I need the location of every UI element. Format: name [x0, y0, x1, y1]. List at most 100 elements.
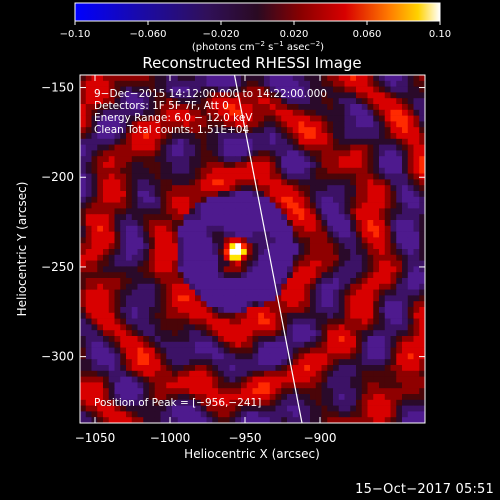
heatmap-cell: [183, 179, 190, 186]
heatmap-cell: [419, 138, 425, 145]
heatmap-cell: [264, 272, 271, 279]
colorbar-tick-labels: −0.10 −0.060 −0.020 0.020 0.060 0.10: [60, 29, 451, 40]
heatmap-cell: [384, 283, 391, 290]
heatmap-cell: [108, 208, 115, 215]
heatmap-cell: [321, 266, 328, 273]
heatmap-cell: [183, 156, 190, 163]
heatmap-cell: [269, 98, 276, 105]
heatmap-cell: [390, 109, 397, 116]
heatmap-cell: [218, 370, 225, 377]
heatmap-cell: [315, 295, 322, 302]
heatmap-cell: [396, 92, 403, 99]
heatmap-cell: [189, 121, 196, 128]
heatmap-cell: [229, 144, 236, 151]
heatmap-cell: [344, 138, 351, 145]
heatmap-cell: [120, 411, 127, 418]
heatmap-cell: [275, 336, 282, 343]
heatmap-cell: [235, 324, 242, 331]
heatmap-cell: [183, 162, 190, 169]
heatmap-cell: [402, 138, 409, 145]
heatmap-cell: [166, 376, 173, 383]
heatmap-cell: [350, 179, 357, 186]
heatmap-cell: [206, 133, 213, 140]
heatmap-cell: [298, 104, 305, 111]
heatmap-cell: [310, 243, 317, 250]
heatmap-cell: [172, 307, 179, 314]
heatmap-cell: [264, 225, 271, 232]
heatmap-cell: [143, 225, 150, 232]
heatmap-cell: [97, 80, 104, 87]
heatmap-cell: [80, 260, 87, 267]
heatmap-cell: [350, 394, 357, 401]
heatmap-cell: [126, 365, 133, 372]
heatmap-cell: [390, 301, 397, 308]
heatmap-cell: [344, 127, 351, 134]
heatmap-cell: [149, 382, 156, 389]
solar-limb-line: [233, 75, 303, 423]
heatmap-cell: [287, 307, 294, 314]
heatmap-cell: [361, 75, 368, 82]
heatmap-cell: [396, 225, 403, 232]
heatmap-cell: [304, 185, 311, 192]
heatmap-cell: [258, 162, 265, 169]
heatmap-cell: [241, 92, 248, 99]
heatmap-cell: [396, 144, 403, 151]
heatmap-cell: [275, 388, 282, 395]
heatmap-cell: [177, 254, 184, 261]
heatmap-cell: [114, 202, 121, 209]
heatmap-cell: [264, 266, 271, 273]
heatmap-cell: [396, 312, 403, 319]
heatmap-cell: [350, 341, 357, 348]
heatmap-cell: [287, 336, 294, 343]
heatmap-cell: [166, 283, 173, 290]
heatmap-cell: [264, 388, 271, 395]
heatmap-cell: [200, 121, 207, 128]
colorbar-tick-label: −0.10: [60, 29, 91, 40]
heatmap-cell: [327, 220, 334, 227]
heatmap-cell: [246, 127, 253, 134]
heatmap-cell: [137, 405, 144, 412]
heatmap-cell: [91, 162, 98, 169]
heatmap-cell: [327, 133, 334, 140]
heatmap-cell: [172, 417, 179, 423]
heatmap-cell: [183, 237, 190, 244]
heatmap-cell: [160, 411, 167, 418]
heatmap-cell: [379, 307, 386, 314]
heatmap-cell: [350, 312, 357, 319]
heatmap-cell: [252, 75, 259, 82]
heatmap-cell: [189, 162, 196, 169]
heatmap-cell: [177, 162, 184, 169]
heatmap-cell: [298, 399, 305, 406]
heatmap-cell: [298, 144, 305, 151]
heatmap-cell: [114, 104, 121, 111]
heatmap-cell: [143, 92, 150, 99]
heatmap-cell: [292, 249, 299, 256]
heatmap-cell: [373, 417, 380, 423]
heatmap-cell: [258, 92, 265, 99]
heatmap-cell: [413, 341, 420, 348]
heatmap-cell: [223, 185, 230, 192]
heatmap-cell: [264, 341, 271, 348]
heatmap-cell: [419, 347, 425, 354]
heatmap-cell: [379, 283, 386, 290]
heatmap-cell: [402, 231, 409, 238]
heatmap-cell: [356, 359, 363, 366]
heatmap-cell: [172, 278, 179, 285]
heatmap-cell: [149, 307, 156, 314]
heatmap-cell: [361, 254, 368, 261]
heatmap-cell: [269, 220, 276, 227]
heatmap-cell: [390, 365, 397, 372]
heatmap-cell: [149, 167, 156, 174]
heatmap-cell: [390, 376, 397, 383]
heatmap-cell: [413, 191, 420, 198]
heatmap-cell: [143, 272, 150, 279]
heatmap-cell: [315, 388, 322, 395]
heatmap-cell: [333, 278, 340, 285]
heatmap-cell: [264, 80, 271, 87]
heatmap-cell: [206, 75, 213, 82]
heatmap-cell: [402, 376, 409, 383]
heatmap-cell: [396, 405, 403, 412]
heatmap-cell: [137, 417, 144, 423]
heatmap-cell: [361, 243, 368, 250]
heatmap-cell: [154, 388, 161, 395]
